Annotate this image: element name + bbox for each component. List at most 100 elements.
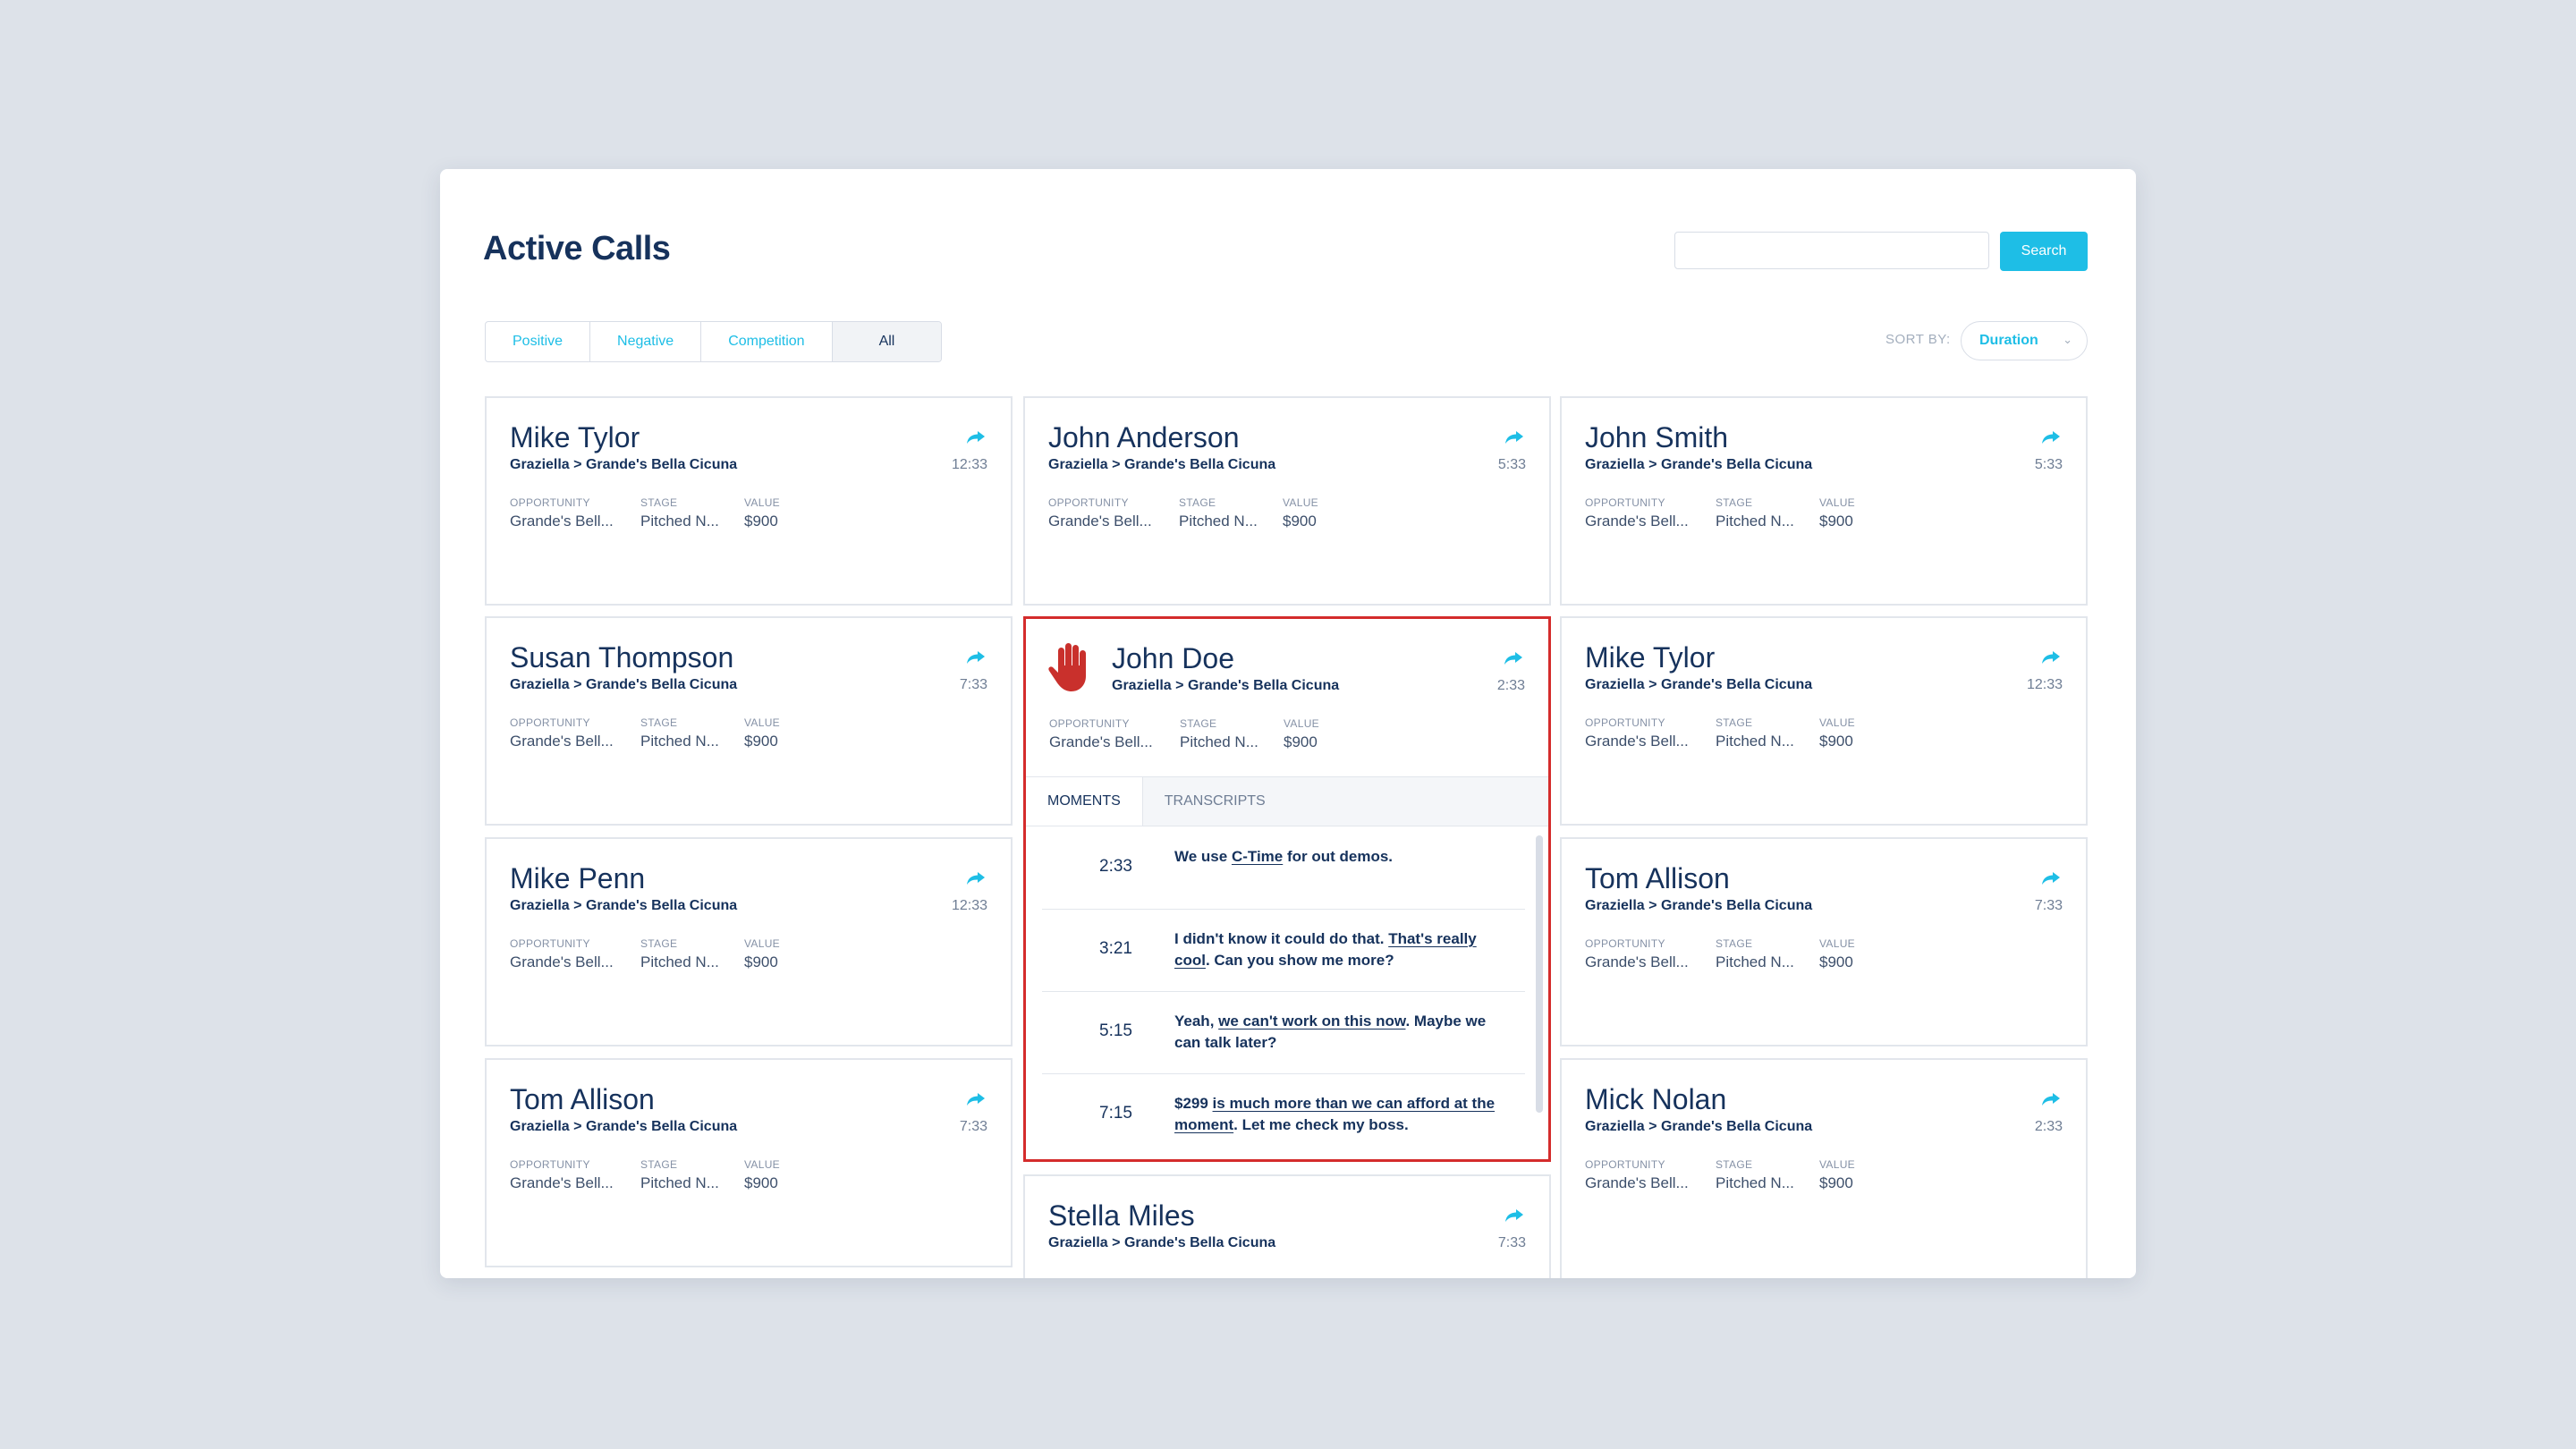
chevron-down-icon: ⌄ xyxy=(2063,333,2072,346)
account-path: Graziella > Grande's Bella Cicuna xyxy=(510,1119,738,1134)
filter-competition[interactable]: Competition xyxy=(701,322,833,361)
sort-value: Duration xyxy=(1979,333,2038,348)
search-button[interactable]: Search xyxy=(2000,232,2088,271)
stage-label: STAGE xyxy=(1179,496,1216,509)
negative-icon: − xyxy=(1091,559,1102,577)
account-path: Graziella > Grande's Bella Cicuna xyxy=(1585,677,1813,692)
warning-icon: ! xyxy=(1702,559,1707,577)
call-card[interactable]: Tom Allison Graziella > Grande's Bella Ci… xyxy=(1560,837,2088,1046)
positive-icon: + xyxy=(1628,1000,1639,1018)
moment-text: Yeah, we can't work on this now. Maybe w… xyxy=(1174,1013,1487,1051)
opportunity-label: OPPORTUNITY xyxy=(1585,496,1665,509)
page-title: Active Calls xyxy=(483,230,671,267)
value-label: VALUE xyxy=(744,496,780,509)
account-path: Graziella > Grande's Bella Cicuna xyxy=(1585,457,1813,472)
value-label: VALUE xyxy=(1283,496,1318,509)
call-card[interactable]: Mike Penn Graziella > Grande's Bella Cicu… xyxy=(485,837,1013,1046)
share-icon[interactable] xyxy=(966,650,986,665)
sort-select[interactable]: Duration ⌄ xyxy=(1961,321,2088,360)
share-icon[interactable] xyxy=(2041,871,2061,886)
opportunity-value: Grande's Bell... xyxy=(1049,733,1153,750)
moment-highlight[interactable]: That's really cool xyxy=(1174,930,1477,969)
stage-label: STAGE xyxy=(1180,717,1217,730)
moment-row[interactable]: − 5:15 Yeah, we can't work on this now. Ma… xyxy=(1042,991,1525,1074)
filter-negative[interactable]: Negative xyxy=(590,322,702,361)
call-card[interactable]: Tom Allison Graziella > Grande's Bella Ci… xyxy=(485,1058,1013,1267)
caller-name: John Doe xyxy=(1112,642,1234,674)
card-tabs: MOMENTS TRANSCRIPTS xyxy=(1026,776,1548,826)
share-icon[interactable] xyxy=(2041,650,2061,665)
filter-positive[interactable]: Positive xyxy=(486,322,591,361)
opportunity-value: Grande's Bell... xyxy=(1585,953,1689,970)
stage-value: Pitched N... xyxy=(1716,953,1794,970)
value-label: VALUE xyxy=(744,716,780,729)
moment-time: 5:15 xyxy=(1099,1021,1132,1040)
search-input[interactable] xyxy=(1674,232,1989,269)
moment-icons: − − +! xyxy=(1585,555,1717,580)
call-card[interactable]: Mike Tylor Graziella > Grande's Bella Cic… xyxy=(485,396,1013,606)
share-icon[interactable] xyxy=(966,871,986,886)
stage-label: STAGE xyxy=(1716,496,1753,509)
call-duration: 5:33 xyxy=(2034,457,2063,472)
call-card[interactable]: Mick Nolan Graziella > Grande's Bella Cic… xyxy=(1560,1058,2088,1278)
warning-icon: ! xyxy=(520,559,525,577)
moments-scrollbar[interactable] xyxy=(1536,835,1543,1113)
moment-highlight[interactable]: we can't work on this now xyxy=(1218,1013,1406,1030)
positive-icon: + xyxy=(1664,559,1674,577)
flagged-call-card[interactable]: John Doe Graziella > Grande's Bella Cicun… xyxy=(1023,616,1551,1162)
call-card[interactable]: Mike Tylor Graziella > Grande's Bella Cic… xyxy=(1560,616,2088,826)
call-card[interactable]: John Smith Graziella > Grande's Bella Cic… xyxy=(1560,396,2088,606)
moment-highlight[interactable]: C-Time xyxy=(1231,848,1284,865)
warning-icon: ! xyxy=(520,779,525,797)
caller-name: John Anderson xyxy=(1048,421,1240,453)
caller-name: Mike Tylor xyxy=(510,421,640,453)
moment-row[interactable]: ! 2:33 We use C-Time for out demos. xyxy=(1042,826,1525,910)
call-duration: 12:33 xyxy=(951,457,987,472)
moment-icons: ! + + xyxy=(510,1217,606,1242)
warning-icon: ! xyxy=(520,1221,525,1239)
share-icon[interactable] xyxy=(2041,430,2061,445)
value-label: VALUE xyxy=(744,937,780,950)
value-label: VALUE xyxy=(1284,717,1319,730)
filter-all[interactable]: All xyxy=(832,322,942,361)
tab-transcripts[interactable]: TRANSCRIPTS xyxy=(1164,793,1266,809)
value-label: VALUE xyxy=(1819,716,1855,729)
account-path: Graziella > Grande's Bella Cicuna xyxy=(1048,1235,1276,1250)
call-duration: 7:33 xyxy=(959,677,987,692)
opportunity-value: Grande's Bell... xyxy=(1585,733,1689,750)
warning-icon: ! xyxy=(1165,559,1171,577)
caller-name: Tom Allison xyxy=(1585,862,1730,894)
share-icon[interactable] xyxy=(1504,651,1523,665)
stage-value: Pitched N... xyxy=(1716,1174,1794,1191)
share-icon[interactable] xyxy=(966,1092,986,1106)
share-icon[interactable] xyxy=(1504,1208,1524,1223)
share-icon[interactable] xyxy=(966,430,986,445)
call-duration: 5:33 xyxy=(1497,457,1526,472)
caller-name: John Smith xyxy=(1585,421,1729,453)
positive-icon: + xyxy=(553,779,564,797)
share-icon[interactable] xyxy=(2041,1092,2061,1106)
call-card[interactable]: Susan Thompson Graziella > Grande's Bella… xyxy=(485,616,1013,826)
moment-row[interactable]: +3:21 I didn't know it could do that. Tha… xyxy=(1042,909,1525,992)
tab-moments[interactable]: MOMENTS xyxy=(1026,777,1143,826)
opportunity-label: OPPORTUNITY xyxy=(510,937,590,950)
opportunity-label: OPPORTUNITY xyxy=(1585,937,1665,950)
call-duration: 2:33 xyxy=(1496,678,1525,693)
stage-label: STAGE xyxy=(640,1158,678,1171)
stage-label: STAGE xyxy=(640,496,678,509)
opportunity-value: Grande's Bell... xyxy=(1585,1174,1689,1191)
share-icon[interactable] xyxy=(1504,430,1524,445)
negative-icon: − xyxy=(1055,559,1066,577)
moment-row[interactable]: − 7:15 $299 is much more than we can affor… xyxy=(1042,1073,1525,1156)
call-card[interactable]: Stella Miles Graziella > Grande's Bella C… xyxy=(1023,1174,1551,1278)
stage-value: Pitched N... xyxy=(640,733,719,750)
opportunity-value: Grande's Bell... xyxy=(510,953,614,970)
opportunity-label: OPPORTUNITY xyxy=(1585,716,1665,729)
value-value: $900 xyxy=(1283,513,1317,530)
value-value: $900 xyxy=(1819,513,1853,530)
active-calls-panel: Active Calls Search Positive Negative Co… xyxy=(440,169,2136,1278)
value-label: VALUE xyxy=(1819,937,1855,950)
call-card[interactable]: John Anderson Graziella > Grande's Bella … xyxy=(1023,396,1551,606)
call-duration: 7:33 xyxy=(2034,898,2063,913)
moment-highlight[interactable]: is much more than we can afford at the m… xyxy=(1174,1095,1496,1133)
